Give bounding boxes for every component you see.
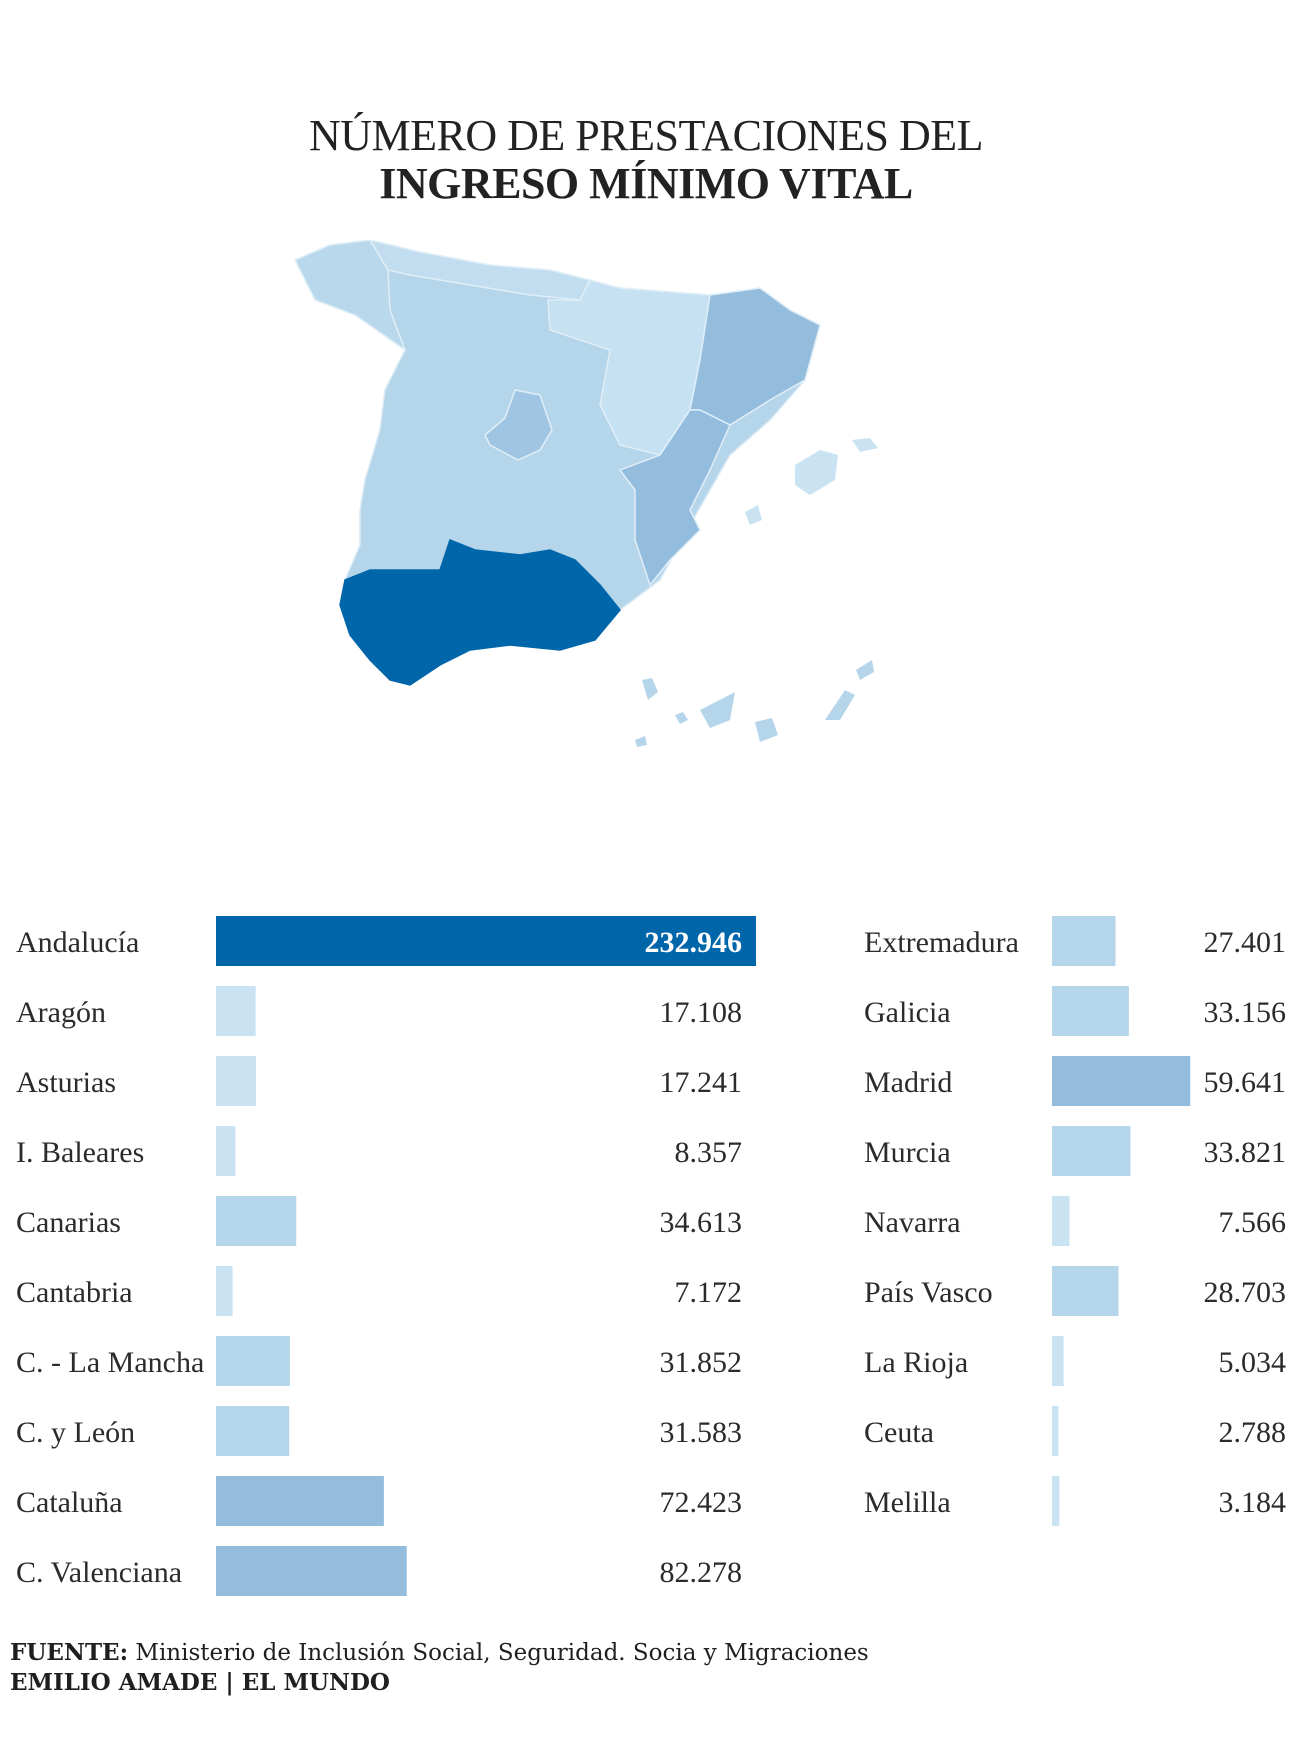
bar-label-andalucia: Andalucía xyxy=(16,926,139,959)
bar-value-c-la-mancha: 31.852 xyxy=(660,1346,743,1379)
bar-value-galicia: 33.156 xyxy=(1204,996,1287,1029)
footer: FUENTE: Ministerio de Inclusión Social, … xyxy=(10,1638,869,1698)
bar-c-la-mancha xyxy=(216,1336,290,1386)
credit-line: EMILIO AMADE | EL MUNDO xyxy=(10,1668,869,1698)
map-baleares-ibiza xyxy=(745,505,762,525)
map-canarias-7 xyxy=(635,736,647,747)
bar-label-i-baleares: I. Baleares xyxy=(16,1136,144,1169)
bar-pais-vasco xyxy=(1052,1266,1119,1316)
map-cataluna xyxy=(689,287,821,426)
map-canarias-1 xyxy=(642,678,658,700)
bar-label-madrid: Madrid xyxy=(864,1066,952,1099)
map-madrid xyxy=(484,389,553,461)
bar-madrid xyxy=(1052,1056,1191,1106)
bar-label-cantabria: Cantabria xyxy=(16,1276,133,1309)
bar-andalucia xyxy=(216,916,756,966)
bar-value-asturias: 17.241 xyxy=(660,1066,743,1099)
bar-label-extremadura: Extremadura xyxy=(864,926,1019,959)
bar-aragon xyxy=(216,986,256,1036)
chart-title: NÚMERO DE PRESTACIONES DEL INGRESO MÍNIM… xyxy=(0,112,1292,208)
bar-label-canarias: Canarias xyxy=(16,1206,121,1239)
bar-value-c-y-leon: 31.583 xyxy=(660,1416,743,1449)
title-line-2: INGRESO MÍNIMO VITAL xyxy=(379,159,913,208)
bar-label-ceuta: Ceuta xyxy=(864,1416,934,1449)
bar-value-melilla: 3.184 xyxy=(1219,1486,1287,1519)
bar-label-asturias: Asturias xyxy=(16,1066,116,1099)
credit: EMILIO AMADE | EL MUNDO xyxy=(10,1669,390,1696)
bar-value-i-baleares: 8.357 xyxy=(675,1136,743,1169)
map-canarias-2 xyxy=(675,712,688,724)
bar-value-extremadura: 27.401 xyxy=(1204,926,1287,959)
bar-c-valenciana xyxy=(216,1546,407,1596)
map-canarias-5 xyxy=(825,690,855,720)
bar-label-la-rioja: La Rioja xyxy=(864,1346,968,1379)
bar-extremadura xyxy=(1052,916,1116,966)
bar-cantabria xyxy=(216,1266,233,1316)
source-label: FUENTE: xyxy=(10,1639,129,1666)
bar-label-cataluna: Cataluña xyxy=(16,1486,123,1519)
bar-value-murcia: 33.821 xyxy=(1204,1136,1287,1169)
bar-value-pais-vasco: 28.703 xyxy=(1204,1276,1287,1309)
bar-value-ceuta: 2.788 xyxy=(1219,1416,1287,1449)
map-canarias-4 xyxy=(755,718,778,742)
bar-value-canarias: 34.613 xyxy=(660,1206,743,1239)
bar-value-c-valenciana: 82.278 xyxy=(660,1556,743,1589)
bar-melilla xyxy=(1052,1476,1060,1526)
map-andalucia xyxy=(339,539,621,686)
map-canarias-6 xyxy=(856,660,874,680)
bar-la-rioja xyxy=(1052,1336,1064,1386)
bar-label-c-la-mancha: C. - La Mancha xyxy=(16,1346,204,1379)
bar-c-y-leon xyxy=(216,1406,290,1456)
map-valenciana xyxy=(618,409,731,587)
bar-label-aragon: Aragón xyxy=(16,996,106,1029)
map-galicia xyxy=(293,240,407,353)
bar-murcia xyxy=(1052,1126,1131,1176)
bar-value-aragon: 17.108 xyxy=(660,996,743,1029)
spain-map xyxy=(293,240,878,747)
bar-label-murcia: Murcia xyxy=(864,1136,951,1169)
bar-value-la-rioja: 5.034 xyxy=(1219,1346,1287,1379)
bar-value-andalucia: 232.946 xyxy=(645,926,743,959)
bar-label-c-valenciana: C. Valenciana xyxy=(16,1556,182,1589)
bar-galicia xyxy=(1052,986,1129,1036)
bar-i-baleares xyxy=(216,1126,236,1176)
bar-navarra xyxy=(1052,1196,1070,1246)
title-line-1: NÚMERO DE PRESTACIONES DEL xyxy=(308,111,984,160)
bar-value-cataluna: 72.423 xyxy=(660,1486,743,1519)
bar-cataluna xyxy=(216,1476,384,1526)
bar-value-cantabria: 7.172 xyxy=(675,1276,743,1309)
bar-value-madrid: 59.641 xyxy=(1204,1066,1287,1099)
bar-asturias xyxy=(216,1056,256,1106)
bar-label-galicia: Galicia xyxy=(864,996,951,1029)
bar-label-c-y-leon: C. y León xyxy=(16,1416,135,1449)
bar-value-navarra: 7.566 xyxy=(1219,1206,1287,1239)
map-baleares-menorca xyxy=(852,438,878,452)
bar-label-melilla: Melilla xyxy=(864,1486,951,1519)
bar-ceuta xyxy=(1052,1406,1059,1456)
bar-chart: Andalucía 232.946 Aragón 17.108 Asturias 17.2… xyxy=(16,916,1287,1596)
bar-label-pais-vasco: País Vasco xyxy=(864,1276,993,1309)
bar-label-navarra: Navarra xyxy=(864,1206,961,1239)
map-baleares-mallorca xyxy=(795,450,838,495)
bar-canarias xyxy=(216,1196,297,1246)
source-line: FUENTE: Ministerio de Inclusión Social, … xyxy=(10,1638,869,1668)
map-canarias-3 xyxy=(700,692,735,728)
source-text: Ministerio de Inclusión Social, Segurida… xyxy=(135,1640,869,1666)
